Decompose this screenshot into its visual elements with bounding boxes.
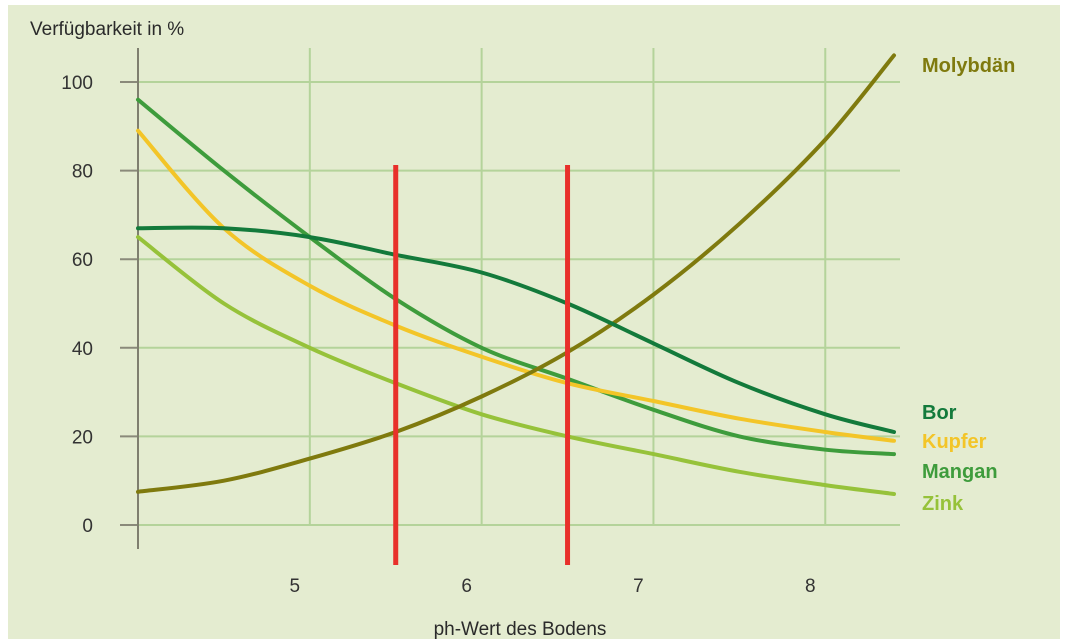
series-line-bor [136,225,896,434]
y-tick-labels: 0 20 40 60 80 100 [61,73,93,537]
x-tick-label: 6 [461,576,472,597]
y-tick-label: 0 [82,516,93,537]
series-label-mangan: Mangan [922,461,998,483]
series-line-zink [136,235,896,496]
y-tick-label: 80 [72,162,93,183]
series-lines [136,53,896,496]
series-labels: Molybdän Bor Kupfer Mangan Zink [922,55,1015,515]
x-tick-label: 8 [805,576,816,597]
y-axis-title: Verfügbarkeit in % [30,19,184,40]
series-line-mangan [136,97,896,457]
y-tick-label: 40 [72,339,93,360]
series-label-molybdaen: Molybdän [922,55,1015,77]
x-tick-labels: 5 6 7 8 [290,576,816,597]
x-tick-label: 7 [633,576,644,597]
reference-lines [393,165,571,565]
series-line-kupfer [136,128,896,443]
y-tick-label: 100 [61,73,93,94]
series-label-zink: Zink [922,493,964,515]
plot-background [8,5,1060,639]
series-label-bor: Bor [922,402,957,424]
y-tick-label: 20 [72,427,93,448]
series-line-molybdaen [136,53,896,494]
x-tick-label: 5 [290,576,301,597]
y-tick-label: 60 [72,250,93,271]
x-axis-title: ph-Wert des Bodens [434,619,607,640]
series-label-kupfer: Kupfer [922,431,987,453]
